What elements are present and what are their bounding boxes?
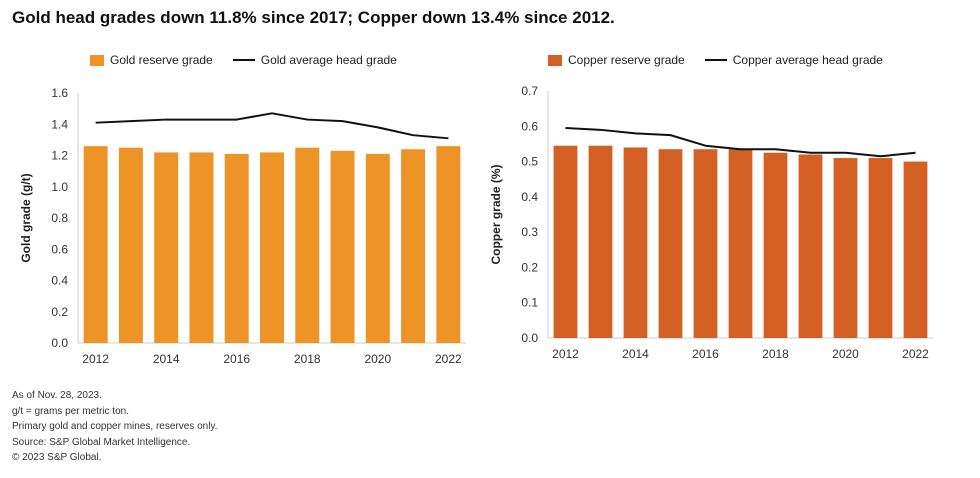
- x-tick-label: 2018: [762, 347, 789, 361]
- legend-line-gold-head: [232, 59, 255, 61]
- y-tick-label: 1.6: [51, 86, 68, 100]
- bar-2012: [83, 146, 108, 343]
- note: g/t = grams per metric ton.: [12, 405, 129, 417]
- y-axis-title: Gold grade (g/t): [19, 173, 33, 262]
- bar-2013: [588, 145, 613, 338]
- legend-line-copper-head: [704, 59, 727, 61]
- note: © 2023 S&P Global.: [12, 452, 102, 463]
- bar-2021: [401, 149, 426, 343]
- bar-2012: [553, 145, 578, 338]
- x-tick-label: 2012: [82, 352, 109, 366]
- y-tick-label: 0.8: [51, 211, 68, 225]
- legend-label: Copper average head grade: [732, 53, 883, 67]
- x-tick-label: 2014: [622, 347, 649, 361]
- y-tick-label: 0.1: [521, 296, 538, 310]
- note: Primary gold and copper mines, reserves …: [12, 421, 218, 432]
- bar-2018: [295, 147, 320, 343]
- bar-2019: [798, 154, 823, 338]
- y-tick-label: 1.4: [51, 117, 68, 131]
- head-grade-line: [565, 127, 916, 158]
- note: Source: S&P Global Market Intelligence.: [12, 436, 191, 448]
- y-tick-label: 0.3: [521, 225, 538, 239]
- bar-2014: [623, 147, 648, 338]
- y-tick-label: 1.0: [51, 180, 68, 194]
- y-tick-label: 0.0: [521, 331, 538, 345]
- bar-2022: [903, 161, 928, 338]
- bar-2019: [330, 150, 355, 343]
- y-tick-label: 0.5: [521, 155, 538, 169]
- bar-2020: [833, 158, 858, 338]
- bar-2014: [154, 152, 179, 343]
- legend-label: Gold reserve grade: [110, 53, 213, 67]
- legend-label: Gold average head grade: [260, 53, 397, 67]
- legend-swatch-gold-reserve: [90, 54, 104, 66]
- x-tick-label: 2020: [832, 347, 859, 361]
- y-tick-label: 1.2: [51, 149, 68, 163]
- bar-2016: [224, 153, 249, 343]
- legend-label: Copper reserve grade: [568, 53, 685, 67]
- y-tick-label: 0.6: [521, 119, 538, 133]
- x-tick-label: 2022: [902, 347, 929, 361]
- y-tick-label: 0.6: [51, 242, 68, 256]
- gold-legend: Gold reserve grade Gold average head gra…: [90, 53, 397, 67]
- x-tick-label: 2012: [552, 347, 579, 361]
- bar-2022: [436, 146, 461, 343]
- y-tick-label: 0.2: [521, 260, 538, 274]
- bar-2016: [693, 149, 718, 338]
- y-tick-label: 0.2: [51, 305, 68, 319]
- y-tick-label: 0.7: [521, 84, 538, 98]
- x-tick-label: 2016: [223, 352, 250, 366]
- head-grade-line: [95, 112, 449, 140]
- bar-2020: [365, 153, 390, 343]
- x-tick-label: 2016: [692, 347, 719, 361]
- copper-legend: Copper reserve grade Copper average head…: [548, 53, 883, 67]
- bar-2017: [728, 149, 753, 338]
- bar-2017: [260, 152, 284, 343]
- legend-swatch-copper-reserve: [548, 54, 562, 66]
- bar-2018: [763, 152, 788, 338]
- chart-title: Gold head grades down 11.8% since 2017; …: [12, 8, 615, 27]
- y-tick-label: 0.4: [51, 274, 68, 288]
- bar-2013: [118, 147, 143, 343]
- x-tick-label: 2020: [364, 352, 391, 366]
- x-tick-label: 2014: [153, 352, 180, 366]
- note: As of Nov. 28, 2023.: [12, 390, 102, 401]
- bar-2015: [658, 149, 683, 338]
- x-tick-label: 2022: [435, 352, 462, 366]
- y-tick-label: 0.4: [521, 190, 538, 204]
- y-tick-label: 0.0: [51, 336, 68, 350]
- y-axis-title: Copper grade (%): [489, 164, 503, 264]
- x-tick-label: 2018: [294, 352, 321, 366]
- bar-2015: [189, 152, 214, 343]
- bar-2021: [868, 158, 893, 338]
- footnotes: As of Nov. 28, 2023. g/t = grams per met…: [12, 388, 217, 466]
